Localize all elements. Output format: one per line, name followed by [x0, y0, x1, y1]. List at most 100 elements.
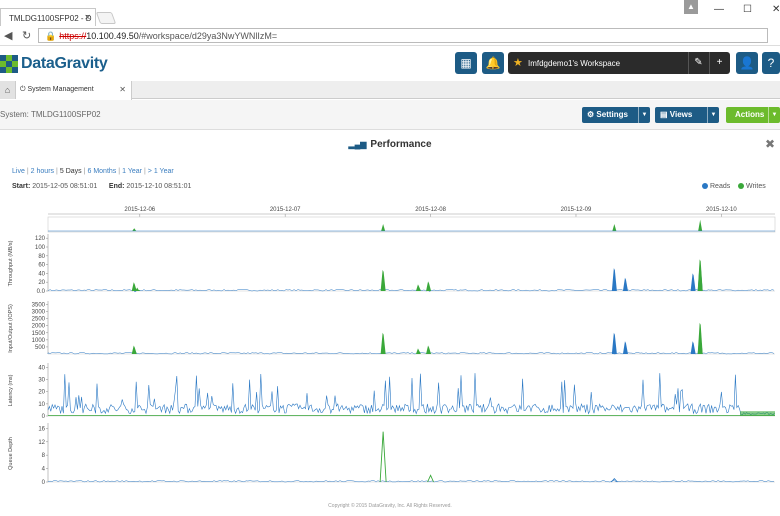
maximize-icon[interactable]: ☐ — [743, 4, 752, 15]
bell-icon: 🔔 — [485, 56, 501, 70]
y-tick-label: 60 — [38, 263, 45, 269]
bar-chart-icon: ▂▄▆ — [348, 140, 367, 149]
browser-tab[interactable]: TMLDG1100SFP02 - D ✕ — [0, 8, 96, 26]
reads-peak — [622, 341, 628, 354]
workspace-title: Imfdgdemo1's Workspace — [528, 59, 621, 68]
pencil-icon: ✎ — [694, 57, 703, 68]
y-tick-label: 30 — [38, 378, 45, 384]
range-5-days[interactable]: 5 Days — [59, 168, 82, 175]
user-icon[interactable]: ▲ — [684, 0, 698, 14]
y-tick-label: 500 — [35, 345, 46, 351]
y-tick-label: 2500 — [32, 317, 46, 323]
reads-peak — [611, 268, 617, 291]
minimize-icon[interactable]: — — [714, 4, 724, 15]
star-icon: ★ — [513, 57, 523, 69]
home-tab[interactable]: ⌂ — [0, 81, 16, 99]
close-icon[interactable]: ✕ — [119, 85, 126, 94]
overview-peak — [612, 224, 617, 231]
notifications-button[interactable]: 🔔 — [482, 52, 504, 74]
time-range-selector: Live | 2 hours | 5 Days | 6 Months | 1 Year | > 1 … — [12, 168, 174, 175]
y-tick-label: 4 — [42, 467, 46, 473]
url-host: 10.100.49.50 — [86, 31, 139, 41]
grid-icon: ▦ — [460, 56, 472, 70]
actions-button[interactable]: Actions ▼ — [726, 107, 780, 123]
start-label: Start: — [12, 183, 31, 190]
y-tick-label: 8 — [42, 453, 46, 459]
logo-mark-icon — [0, 55, 18, 73]
chevron-down-icon: ▼ — [707, 107, 719, 123]
writes-peak — [415, 284, 421, 291]
app-tab-bar: ⌂ ⏻ System Management ✕ — [0, 81, 780, 100]
writes-peak — [380, 332, 386, 354]
writes-peak — [380, 269, 386, 291]
home-icon: ⌂ — [4, 85, 11, 95]
y-tick-label: 1000 — [32, 338, 46, 344]
writes-peak — [697, 259, 703, 291]
new-tab-button[interactable] — [95, 12, 117, 24]
views-label: Views — [669, 110, 693, 119]
window-close-icon[interactable]: ✕ — [772, 4, 780, 15]
views-icon: ▤ — [660, 110, 668, 119]
url-path: /#workspace/d29ya3NwYWNlIzM= — [138, 31, 278, 41]
range-6-months[interactable]: 6 Months — [87, 168, 117, 175]
user-icon: 👤 — [739, 56, 755, 70]
reads-peak — [690, 341, 696, 354]
power-icon: ⏻ — [20, 86, 26, 93]
add-workspace-button[interactable]: + — [709, 52, 729, 74]
reload-icon[interactable]: ↻ — [22, 30, 32, 42]
back-icon[interactable]: ◀ — [4, 30, 13, 42]
app-header: DataGravity ▦ 🔔 ★ Imfdgdemo1's Workspace… — [0, 47, 780, 81]
y-tick-label: 20 — [38, 390, 45, 396]
workspace-selector[interactable]: ★ Imfdgdemo1's Workspace ✎ + — [508, 52, 730, 74]
actions-label: Actions — [735, 110, 765, 119]
y-tick-label: 40 — [38, 365, 45, 371]
tab-system-management[interactable]: ⏻ System Management ✕ — [16, 81, 132, 100]
y-tick-label: 40 — [38, 271, 45, 277]
y-tick-label: 3000 — [32, 310, 46, 316]
x-tick-label: 2015-12-08 — [415, 207, 446, 213]
baseline-noise — [47, 289, 775, 292]
chevron-down-icon: ▼ — [768, 107, 780, 123]
y-tick-label: 16 — [38, 426, 45, 432]
system-bar: System: TMLDG1100SFP02 ⚙ Settings ▼ ▤ Vi… — [0, 100, 780, 130]
settings-button[interactable]: ⚙ Settings ▼ — [582, 107, 650, 123]
system-name: System: TMLDG1100SFP02 — [0, 110, 101, 119]
url-field[interactable]: 🔒 https://10.100.49.50/#workspace/d29ya3N… — [38, 28, 768, 43]
y-tick-label: 1500 — [32, 331, 46, 337]
edit-workspace-button[interactable]: ✎ — [688, 52, 708, 74]
writes-peak — [697, 322, 703, 354]
y-tick-label: 10 — [38, 402, 45, 408]
y-axis-label: Input/Output (IOPS) — [8, 304, 14, 353]
close-icon[interactable]: ✕ — [84, 13, 91, 22]
writes-peak — [426, 281, 432, 291]
range-1-year[interactable]: > 1 Year — [147, 168, 174, 175]
logo[interactable]: DataGravity — [0, 54, 108, 74]
range-1-year[interactable]: 1 Year — [122, 168, 142, 175]
views-button[interactable]: ▤ Views ▼ — [655, 107, 719, 123]
end-label: End: — [108, 183, 125, 190]
help-button[interactable]: ? — [762, 52, 780, 74]
performance-panel: ▂▄▆ Performance ✖ Live | 2 hours | 5 Days | 6 M… — [0, 131, 780, 491]
writes-peak — [415, 348, 421, 354]
profile-button[interactable]: 👤 — [736, 52, 758, 74]
browser-tab-bar: TMLDG1100SFP02 - D ✕ ▲ — ☐ ✕ — [0, 0, 780, 26]
legend-writes[interactable]: Writes — [746, 183, 766, 190]
range-live[interactable]: Live — [12, 168, 25, 175]
queue-peak — [427, 474, 434, 483]
y-tick-label: 0 — [42, 414, 46, 420]
start-value: 2015-12-05 08:51:01 — [32, 183, 98, 190]
grid-button[interactable]: ▦ — [455, 52, 477, 74]
baseline-noise — [47, 480, 775, 483]
range-2-hours[interactable]: 2 hours — [30, 168, 55, 175]
close-icon[interactable]: ✖ — [765, 137, 776, 151]
chart-legend: Reads Writes — [702, 183, 766, 190]
writes-peak — [426, 345, 432, 354]
reads-peak — [622, 277, 628, 291]
reads-peak — [611, 332, 617, 354]
lock-icon: 🔒 — [45, 31, 57, 41]
panel-title-text: Performance — [370, 139, 432, 150]
legend-reads[interactable]: Reads — [710, 183, 731, 190]
y-tick-label: 0.0 — [37, 289, 46, 295]
x-tick-label: 2015-12-10 — [706, 207, 737, 213]
